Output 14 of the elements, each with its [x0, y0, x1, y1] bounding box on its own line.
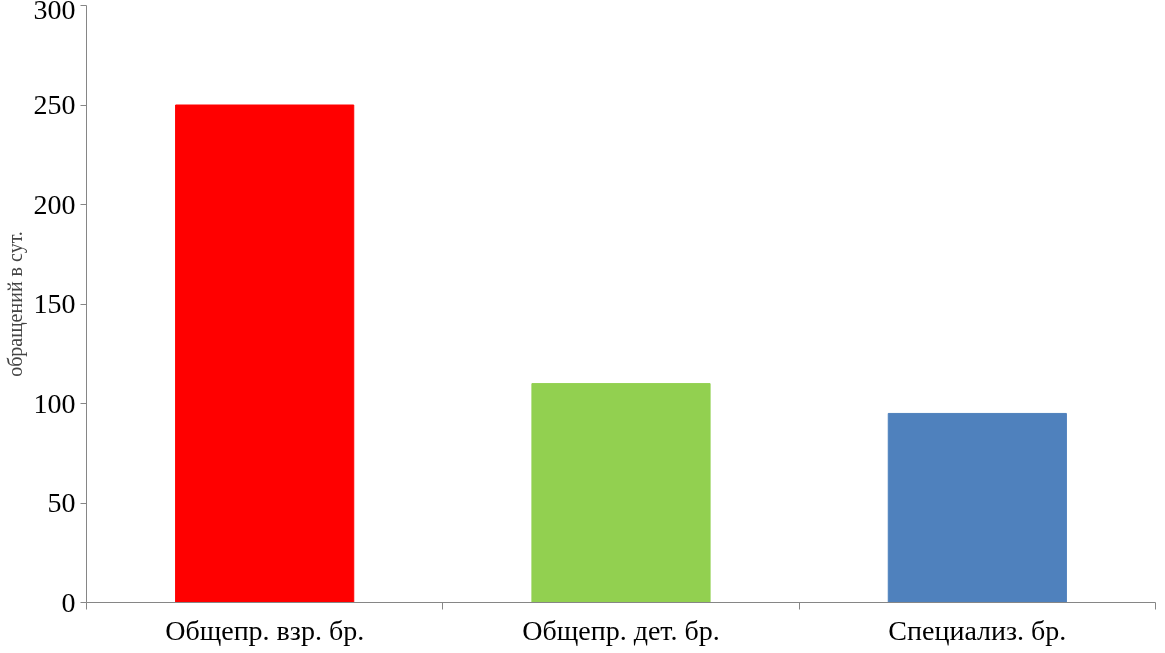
y-tick-label: 0 — [61, 586, 76, 618]
x-tick-label: Специализ. бр. — [888, 614, 1067, 646]
y-tick-label: 300 — [33, 0, 76, 25]
y-axis-title: обращений в сут. — [3, 231, 27, 377]
y-tick-label: 50 — [47, 487, 76, 518]
bar — [887, 412, 1067, 603]
y-tick-label: 200 — [33, 188, 76, 220]
y-tick-label: 150 — [33, 288, 76, 319]
x-tick-label: Общепр. дет. бр. — [522, 614, 720, 646]
x-tick-label: Общепр. взр. бр. — [165, 614, 365, 646]
bar — [531, 383, 711, 603]
y-tick-label: 250 — [33, 89, 76, 120]
y-tick-label: 100 — [33, 387, 76, 419]
bar — [175, 104, 355, 603]
